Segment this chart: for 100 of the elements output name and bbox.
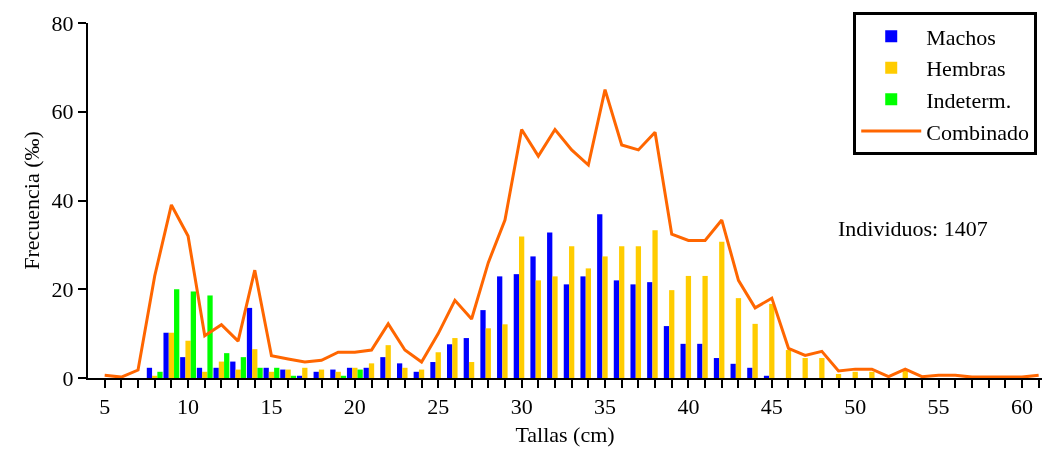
bar	[174, 289, 180, 378]
bar	[602, 256, 608, 378]
bar	[146, 367, 153, 378]
y-tick-label: 80	[51, 10, 74, 36]
bar	[263, 367, 269, 378]
bar	[202, 371, 208, 378]
bar	[413, 371, 419, 378]
bar	[240, 357, 247, 378]
x-tick-label: 30	[510, 394, 533, 420]
bar	[330, 369, 336, 378]
bar	[447, 344, 453, 378]
bar	[513, 274, 519, 378]
bar	[852, 371, 858, 378]
bar	[519, 236, 525, 378]
y-tick-label: 20	[51, 276, 74, 302]
bar	[196, 367, 203, 378]
bar	[680, 343, 686, 378]
bar	[569, 246, 575, 378]
bar	[257, 367, 263, 378]
legend-label: Machos	[926, 24, 996, 50]
bar	[246, 307, 253, 378]
bar	[663, 326, 670, 378]
bar	[363, 367, 369, 378]
bar	[252, 349, 258, 378]
x-tick-label: 40	[677, 394, 700, 420]
bar	[302, 367, 308, 378]
bar	[396, 363, 403, 378]
x-tick-label: 55	[927, 394, 950, 420]
legend-label: Hembras	[926, 56, 1006, 82]
bar	[697, 343, 703, 378]
x-tick-label: 50	[844, 394, 867, 420]
bar	[346, 367, 353, 378]
x-axis-title: Tallas (cm)	[515, 421, 615, 447]
y-axis-title: Frecuencia (‰)	[18, 131, 44, 270]
bar	[835, 374, 842, 378]
x-tick-label: 5	[99, 394, 111, 420]
bar	[230, 361, 236, 378]
legend-label: Indeterm.	[926, 87, 1012, 113]
y-tick-label: 0	[62, 365, 74, 391]
x-tick-label: 25	[427, 394, 450, 420]
bar	[402, 367, 408, 378]
bar	[185, 340, 191, 378]
bar	[552, 276, 558, 378]
bar	[497, 276, 503, 378]
x-tick-label: 20	[343, 394, 366, 420]
bar	[190, 291, 196, 378]
bar	[357, 369, 363, 378]
bar	[597, 214, 603, 378]
bar	[168, 332, 175, 378]
x-tick-label: 45	[760, 394, 783, 420]
bar	[268, 371, 275, 378]
legend-label: Combinado	[926, 119, 1029, 145]
bar	[218, 361, 225, 378]
annotation: Individuos: 1407	[838, 216, 988, 241]
bar	[368, 363, 375, 378]
bar	[635, 246, 642, 378]
bar	[468, 362, 475, 378]
bar	[585, 268, 591, 378]
bar	[619, 246, 625, 378]
bar	[380, 357, 386, 378]
bar	[869, 371, 875, 378]
x-tick-label: 35	[594, 394, 617, 420]
bar	[452, 338, 458, 378]
bar	[652, 230, 658, 378]
bar	[752, 323, 758, 378]
bar	[630, 284, 636, 378]
x-tick-label: 60	[1010, 394, 1033, 420]
bar	[313, 371, 319, 378]
y-tick-label: 60	[51, 99, 74, 125]
bar	[352, 367, 358, 378]
bar	[435, 352, 441, 378]
bar	[502, 324, 508, 378]
bar	[713, 358, 720, 378]
bar	[563, 284, 570, 378]
bar	[747, 367, 753, 378]
bar	[213, 367, 219, 378]
bar	[463, 338, 469, 378]
bar	[769, 303, 775, 378]
bar	[719, 241, 725, 378]
bar	[647, 282, 653, 378]
bar	[735, 298, 742, 378]
bar	[335, 371, 341, 378]
y-tick-label: 40	[51, 188, 74, 214]
bar	[280, 369, 286, 378]
bar	[235, 369, 241, 378]
bar	[274, 367, 280, 378]
bar	[730, 363, 736, 378]
bar	[163, 332, 169, 378]
bar	[385, 345, 391, 378]
bar	[685, 275, 692, 378]
bar	[613, 280, 620, 378]
bar	[580, 276, 586, 378]
bar	[669, 290, 675, 378]
x-tick-label: 10	[177, 394, 200, 420]
bar	[819, 358, 825, 378]
bar	[224, 353, 230, 378]
bar	[785, 350, 792, 378]
line-series	[103, 88, 1041, 378]
bar	[480, 310, 486, 378]
bar	[535, 280, 541, 378]
